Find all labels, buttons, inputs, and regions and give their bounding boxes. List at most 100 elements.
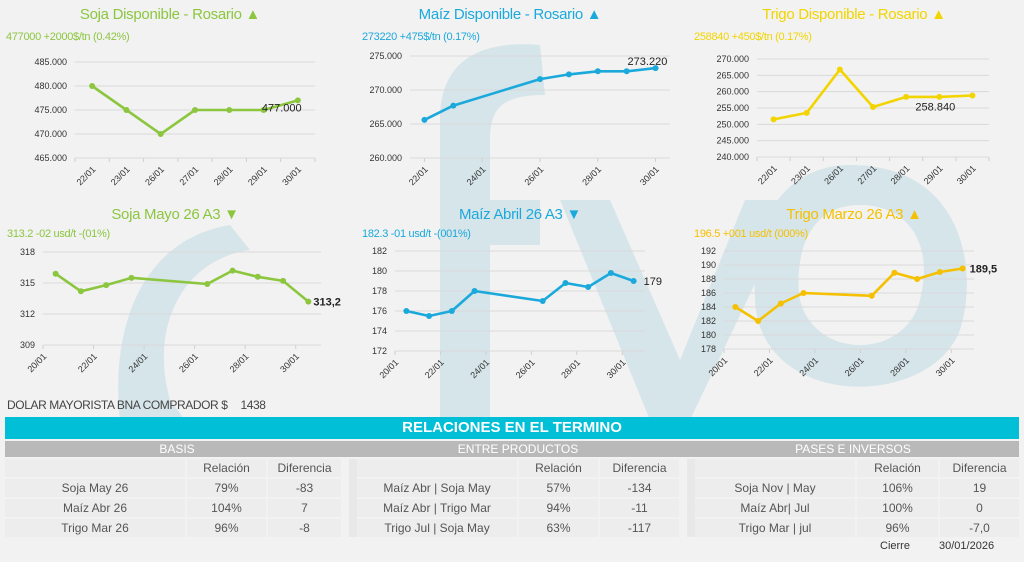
last-value-label: 179 (644, 276, 662, 288)
data-point (305, 298, 312, 305)
table-header-row: Relación Diferencia (687, 459, 1019, 477)
data-point (903, 93, 910, 100)
y-tick-label: 178 (372, 286, 387, 296)
chart-plot: 309 312 315 318 20/01 22/01 24/01 26/01 28/01 30/… (20, 247, 341, 374)
table-separator (349, 459, 357, 537)
last-value-label: 477.000 (262, 102, 302, 114)
header-empty (357, 459, 517, 477)
data-point (128, 274, 135, 281)
y-tick-label: 186 (701, 288, 716, 298)
x-tick-label: 28/01 (889, 163, 912, 186)
y-tick-label: 275.000 (369, 51, 402, 61)
x-tick-label: 22/01 (76, 351, 99, 374)
chart-title-text: Soja Disponible - Rosario (79, 6, 246, 23)
y-tick-label: 475.000 (34, 105, 67, 115)
x-tick-label: 29/01 (246, 164, 269, 187)
chart-plot: 240.000 245.000 250.000 255.000 260.000 265.0… (716, 54, 990, 186)
row-relacion: 96% (187, 519, 266, 537)
data-point (294, 97, 301, 104)
row-name: Soja Nov | May (695, 479, 855, 497)
row-relacion: 100% (857, 499, 938, 517)
data-point (537, 76, 543, 83)
x-tick-label: 20/01 (377, 357, 400, 380)
x-tick-label: 26/01 (177, 351, 200, 374)
y-tick-label: 255.000 (716, 103, 749, 113)
x-tick-label: 28/01 (888, 355, 911, 378)
data-point (254, 273, 261, 280)
data-point (623, 68, 630, 75)
row-name: Maíz Abr 26 (5, 499, 185, 517)
data-point (280, 277, 287, 284)
row-relacion: 104% (187, 499, 266, 517)
chart-title: Trigo Disponible - Rosario ▲ (684, 6, 1024, 23)
row-relacion: 63% (519, 519, 598, 537)
section-title-entre-productos: ENTRE PRODUCTOS (349, 441, 687, 457)
series-line (406, 271, 635, 318)
table-header-row: Relación Diferencia (5, 459, 349, 477)
x-tick-label: 24/01 (465, 164, 488, 187)
data-point (803, 109, 810, 116)
table-row: Maíz Abr | Trigo Mar 94% -11 (349, 499, 687, 517)
table-row: Maíz Abr 26 104% 7 (5, 499, 349, 517)
x-tick-label: 26/01 (514, 357, 537, 380)
x-tick-label: 29/01 (922, 163, 945, 186)
chart-soja-disponible: Soja Disponible - Rosario ▲ 477000 +2000$… (0, 0, 340, 200)
chart-soja-mayo: Soja Mayo 26 A3 ▼ 313.2 -02 usd/t -(01%) 3… (0, 200, 350, 390)
x-tick-label: 24/01 (127, 351, 150, 374)
last-value-label: 273.220 (628, 56, 668, 68)
data-point (192, 107, 198, 113)
data-point (936, 269, 943, 275)
row-name: Maíz Abr| Jul (695, 499, 855, 517)
row-relacion: 57% (519, 479, 598, 497)
data-point (204, 281, 211, 288)
row-diferencia: -117 (600, 519, 679, 537)
data-point (123, 107, 130, 113)
trend-down-icon: ▼ (224, 206, 239, 223)
chart-maiz-disponible: Maíz Disponible - Rosario ▲ 273220 +475$/… (340, 0, 680, 200)
y-tick-label: 480.000 (34, 81, 67, 91)
table-row: Soja May 26 79% -83 (5, 479, 349, 497)
y-tick-label: 184 (701, 302, 716, 312)
y-tick-label: 470.000 (34, 129, 67, 139)
row-relacion: 106% (857, 479, 938, 497)
chart-title: Soja Mayo 26 A3 ▼ (0, 206, 350, 223)
chart-subtitle: 477000 +2000$/tn (0.42%) (6, 31, 130, 43)
data-point (800, 290, 807, 296)
data-point (562, 280, 569, 286)
data-point (891, 269, 898, 276)
section-title-pases-inversos: PASES E INVERSOS (687, 441, 1019, 457)
x-tick-label: 30/01 (638, 164, 661, 187)
y-tick-label: 265.000 (716, 70, 749, 80)
watermark-letter-f (440, 44, 545, 421)
y-tick-label: 172 (372, 346, 387, 356)
data-point (630, 278, 637, 284)
row-diferencia: 7 (268, 499, 341, 517)
data-point (936, 93, 943, 100)
y-tick-label: 182 (701, 316, 716, 326)
data-point (652, 65, 659, 72)
chart-plot: 465.000 470.000 475.000 480.000 485.000 22/01… (34, 57, 316, 187)
row-relacion: 94% (519, 499, 598, 517)
x-tick-label: 22/01 (407, 164, 430, 187)
table-row: Soja Nov | May 106% 19 (687, 479, 1019, 497)
x-tick-label: 30/01 (955, 163, 978, 186)
row-diferencia: -11 (600, 499, 679, 517)
cierre-label: Cierre (880, 540, 910, 552)
series-line (734, 267, 963, 323)
last-value-label: 313,2 (313, 297, 341, 309)
x-tick-label: 22/01 (752, 355, 775, 378)
watermark-letter-c (118, 225, 250, 420)
y-tick-label: 174 (372, 326, 387, 336)
chart-title-text: Trigo Marzo 26 A3 (786, 206, 908, 223)
chart-subtitle: 196.5 +001 usd/t (000%) (694, 228, 808, 240)
table-separator (687, 459, 695, 537)
data-point (565, 71, 572, 78)
row-diferencia: 0 (940, 499, 1019, 517)
y-tick-label: 192 (701, 246, 716, 256)
chart-subtitle: 273220 +475$/tn (0.17%) (362, 31, 480, 43)
trend-up-icon: ▲ (245, 6, 261, 23)
data-point (448, 308, 455, 314)
header-diferencia: Diferencia (940, 459, 1019, 477)
table-entre-productos: ENTRE PRODUCTOS Relación Diferencia Maíz… (349, 441, 687, 537)
